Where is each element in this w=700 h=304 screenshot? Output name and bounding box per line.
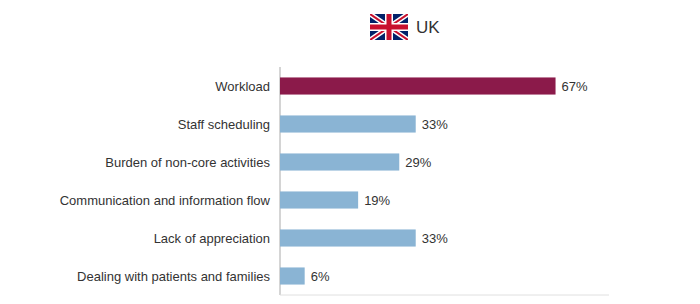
data-label: 33% <box>422 231 448 246</box>
category-label: Workload <box>215 79 270 94</box>
data-label: 6% <box>311 269 330 284</box>
flag-field <box>370 14 408 40</box>
flag-saltire-red <box>370 14 408 40</box>
flag-saltire <box>370 14 408 40</box>
chart: UK Dealing with patients and families Lack… <box>0 0 700 304</box>
category-label: Staff scheduling <box>178 117 270 132</box>
data-label: 19% <box>364 193 390 208</box>
y-tick-labels: Dealing with patients and families Lack o… <box>60 79 271 284</box>
category-label: Lack of appreciation <box>154 231 270 246</box>
bar <box>280 191 358 208</box>
data-labels: 6% 33% 19% 29% 33% 67% <box>311 79 588 284</box>
title: UK <box>416 18 440 37</box>
axis-line <box>280 67 281 295</box>
flag <box>370 14 408 40</box>
bar <box>280 153 399 170</box>
flag-saltire <box>370 14 408 40</box>
category-label: Burden of non-core activities <box>105 155 270 170</box>
bars <box>280 77 556 284</box>
bar <box>280 115 416 132</box>
data-label: 29% <box>405 155 431 170</box>
flag-saltire-red <box>370 14 408 40</box>
data-label: 67% <box>562 79 588 94</box>
data-label: 33% <box>422 117 448 132</box>
chart-container: UK Dealing with patients and families Lack… <box>0 0 700 304</box>
title-group: UK <box>370 14 440 40</box>
category-label: Dealing with patients and families <box>77 269 270 284</box>
flag-cross-red <box>370 25 408 30</box>
axis-line <box>280 295 609 296</box>
bar <box>280 267 305 284</box>
bar <box>280 77 556 94</box>
category-label: Communication and information flow <box>60 193 271 208</box>
bar <box>280 229 416 246</box>
